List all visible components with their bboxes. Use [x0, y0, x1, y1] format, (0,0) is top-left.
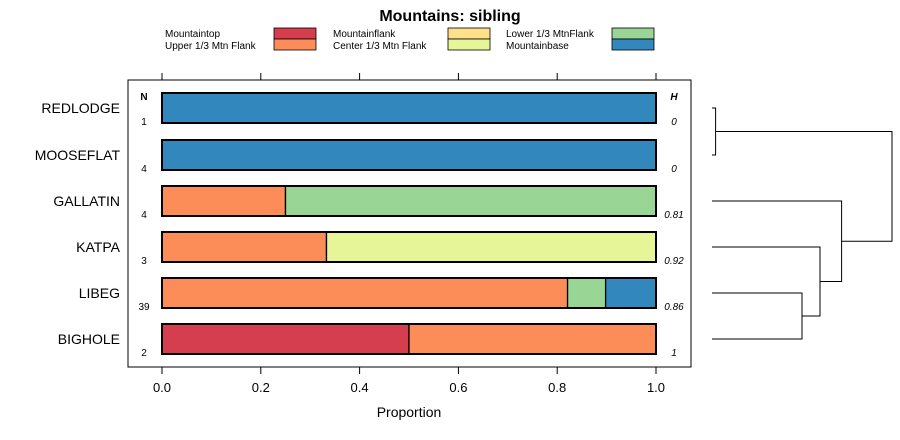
- plot-frame: [127, 79, 692, 368]
- dendrogram-merge-2: [712, 292, 803, 340]
- legend-label-lower-1-3-mtnflank: Lower 1/3 MtnFlank: [506, 29, 595, 40]
- row-label-redlodge: REDLODGE: [41, 100, 120, 116]
- bars: [161, 92, 657, 355]
- x-tick-label-0-6: 0.6: [449, 380, 467, 395]
- x-tick-label-0-2: 0.2: [252, 380, 270, 395]
- column-header-n: N: [140, 92, 147, 103]
- row-labels: REDLODGE MOOSEFLAT GALLATIN KATPA LIBEG BIGHO…: [35, 100, 121, 347]
- n-value-mooseflat: 4: [141, 164, 147, 175]
- h-value-gallatin: 0.81: [664, 210, 683, 221]
- x-tick-label-0-4: 0.4: [351, 380, 369, 395]
- n-value-libeg: 39: [138, 302, 150, 313]
- bar-outline-mooseflat: [161, 139, 657, 171]
- bar-outline-katpa: [161, 231, 657, 263]
- bar-libeg-upper-1-3-mtn-flank: [161, 277, 569, 309]
- bar-katpa-center-1-3-mtn-flank: [325, 231, 657, 263]
- legend-swatch-mountainbase: [611, 38, 655, 51]
- n-value-bighole: 2: [141, 348, 147, 359]
- legend-label-mountainbase: Mountainbase: [506, 41, 569, 52]
- x-axis: 0.0 0.2 0.4 0.6 0.8 1.0: [153, 367, 665, 395]
- dendrogram-merge-5: [715, 131, 893, 242]
- top-axis-ticks: [161, 73, 657, 80]
- legend-swatch-mountainflank: [447, 27, 491, 40]
- bar-outline-redlodge: [161, 92, 657, 124]
- legend-label-upper-1-3-mtn-flank: Upper 1/3 Mtn Flank: [165, 41, 257, 52]
- n-value-gallatin: 4: [141, 210, 147, 221]
- h-value-katpa: 0.92: [664, 256, 684, 267]
- n-values: 1 4 4 3 39 2: [138, 117, 150, 359]
- row-label-katpa: KATPA: [76, 239, 120, 255]
- row-label-mooseflat: MOOSEFLAT: [35, 147, 121, 163]
- n-value-redlodge: 1: [141, 117, 147, 128]
- x-tick-label-0-0: 0.0: [153, 380, 171, 395]
- legend-label-center-1-3-mtn-flank: Center 1/3 Mtn Flank: [333, 41, 427, 52]
- bar-gallatin-lower-1-3-mtnflank: [284, 185, 657, 217]
- bar-bighole-upper-1-3-mtn-flank: [408, 323, 657, 355]
- bar-gallatin-upper-1-3-mtn-flank: [161, 185, 287, 217]
- dendrogram: [712, 107, 893, 340]
- column-header-h: H: [670, 92, 678, 103]
- legend-label-mountaintop: Mountaintop: [165, 29, 220, 40]
- bar-libeg-lower-1-3-mtnflank: [566, 277, 607, 309]
- bar-outline-libeg: [161, 277, 657, 309]
- legend-swatch-center-1-3-mtn-flank: [447, 38, 491, 51]
- bar-katpa-upper-1-3-mtn-flank: [161, 231, 328, 263]
- bar-redlodge-mountainbase: [161, 92, 657, 124]
- n-value-katpa: 3: [141, 256, 147, 267]
- x-tick-label-0-8: 0.8: [548, 380, 566, 395]
- bar-libeg-mountainbase: [604, 277, 657, 309]
- h-value-redlodge: 0: [671, 117, 677, 128]
- row-label-libeg: LIBEG: [79, 285, 120, 301]
- bar-outline-bighole: [161, 323, 657, 355]
- legend-label-mountainflank: Mountainflank: [333, 29, 396, 40]
- legend-swatch-upper-1-3-mtn-flank: [273, 38, 317, 51]
- dendrogram-merge-3: [712, 246, 821, 317]
- bar-mooseflat-mountainbase: [161, 139, 657, 171]
- dendrogram-merge-4: [712, 200, 843, 282]
- row-label-gallatin: GALLATIN: [53, 193, 120, 209]
- legend-swatch-lower-1-3-mtnflank: [611, 27, 655, 40]
- legend-swatch-mountaintop: [273, 27, 317, 40]
- dendrogram-merge-1: [712, 107, 717, 156]
- row-label-bighole: BIGHOLE: [58, 331, 120, 347]
- chart-title: Mountains: sibling: [379, 8, 520, 25]
- bar-bighole-mountaintop: [161, 323, 410, 355]
- x-axis-label: Proportion: [377, 404, 442, 420]
- bar-outline-gallatin: [161, 185, 657, 217]
- h-value-libeg: 0.86: [664, 302, 684, 313]
- h-value-mooseflat: 0: [671, 164, 677, 175]
- x-tick-label-1-0: 1.0: [647, 380, 665, 395]
- h-values: 0 0 0.81 0.92 0.86 1: [664, 117, 684, 359]
- h-value-bighole: 1: [671, 348, 677, 359]
